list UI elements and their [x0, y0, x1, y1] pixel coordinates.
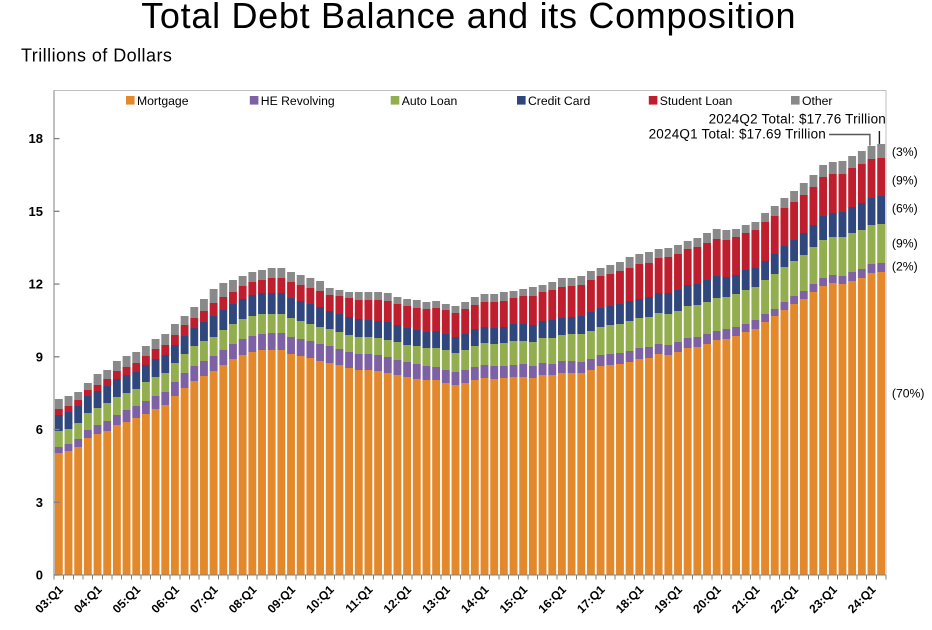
svg-text:Total Debt Balance and its Com: Total Debt Balance and its Composition [141, 0, 796, 36]
svg-text:2024Q1 Total: $17.69 Trillion: 2024Q1 Total: $17.69 Trillion [649, 126, 826, 141]
svg-text:Other: Other [802, 94, 832, 108]
svg-text:12: 12 [29, 277, 43, 292]
svg-text:(9%): (9%) [892, 236, 918, 250]
svg-text:Credit Card: Credit Card [528, 94, 590, 108]
svg-text:HE Revolving: HE Revolving [261, 94, 335, 108]
svg-text:(6%): (6%) [892, 202, 918, 216]
svg-text:(9%): (9%) [892, 173, 918, 187]
svg-text:3: 3 [36, 495, 43, 510]
svg-text:15: 15 [29, 204, 43, 219]
svg-text:Mortgage: Mortgage [137, 94, 189, 108]
svg-text:0: 0 [36, 568, 43, 583]
svg-text:Student Loan: Student Loan [660, 94, 733, 108]
svg-text:Trillions of Dollars: Trillions of Dollars [21, 46, 172, 66]
svg-text:(2%): (2%) [892, 260, 918, 274]
svg-text:Auto Loan: Auto Loan [402, 94, 458, 108]
svg-text:18: 18 [29, 131, 43, 146]
svg-text:9: 9 [36, 349, 43, 364]
svg-text:(70%): (70%) [892, 387, 925, 401]
svg-text:6: 6 [36, 422, 43, 437]
svg-text:(3%): (3%) [892, 145, 918, 159]
svg-text:2024Q2 Total: $17.76 Trillion: 2024Q2 Total: $17.76 Trillion [709, 111, 886, 126]
